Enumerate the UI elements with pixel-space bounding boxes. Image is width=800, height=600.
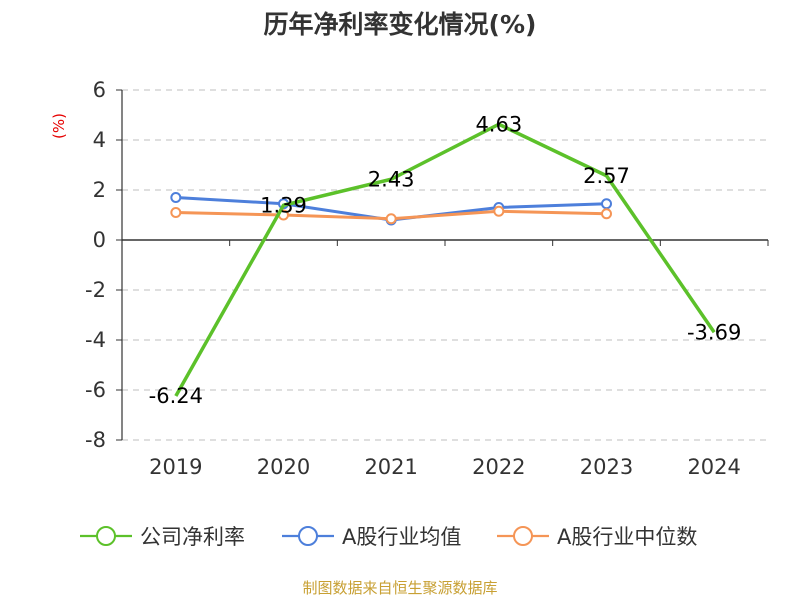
y-tick-label: -6 — [85, 378, 106, 402]
data-label: 2.57 — [583, 164, 630, 188]
y-tick-label: 4 — [93, 128, 106, 152]
data-label: -6.24 — [149, 384, 203, 408]
data-label-layer: -6.24 1.39 2.43 4.63 2.57 -3.69 — [149, 112, 742, 408]
x-tick-label: 2024 — [687, 455, 740, 479]
series-layer — [170, 122, 716, 397]
grid-layer — [122, 89, 768, 441]
x-tick-label: 2022 — [472, 455, 525, 479]
data-point — [601, 198, 612, 210]
data-label: 2.43 — [368, 167, 415, 191]
legend-marker — [298, 526, 318, 546]
series-line — [174, 122, 716, 397]
y-tick-label: 0 — [93, 228, 106, 252]
data-point — [170, 192, 182, 203]
data-point — [493, 205, 505, 217]
axis-layer: -8 -6 -4 -2 0 2 4 6 2019 2020 2021 2022 2023 2024 — [85, 78, 769, 479]
legend-label: 公司净利率 — [140, 525, 245, 549]
data-point — [601, 208, 612, 220]
source-note: 制图数据来自恒生聚源数据库 — [302, 579, 497, 597]
data-label: 4.63 — [475, 112, 522, 136]
y-axis-unit-label: (%) — [50, 113, 68, 139]
chart-title: 历年净利率变化情况(%) — [264, 10, 537, 39]
x-tick-label: 2023 — [580, 455, 633, 479]
x-tick-label: 2020 — [257, 455, 310, 479]
x-tick-label: 2021 — [364, 455, 417, 479]
data-label: -3.69 — [687, 320, 741, 344]
legend: 公司净利率 A股行业均值 A股行业中位数 — [80, 525, 697, 549]
y-tick-label: 2 — [93, 178, 106, 202]
legend-label: A股行业均值 — [342, 525, 461, 549]
y-tick-label: -4 — [85, 328, 106, 352]
x-tick-label: 2019 — [149, 455, 202, 479]
data-label: 1.39 — [260, 193, 307, 217]
legend-marker — [513, 526, 533, 546]
legend-marker — [96, 526, 116, 546]
data-point — [385, 213, 397, 225]
y-tick-label: -2 — [85, 278, 106, 302]
y-tick-label: -8 — [85, 428, 106, 452]
data-point — [170, 207, 182, 218]
legend-label: A股行业中位数 — [557, 525, 697, 549]
y-tick-label: 6 — [93, 78, 106, 102]
